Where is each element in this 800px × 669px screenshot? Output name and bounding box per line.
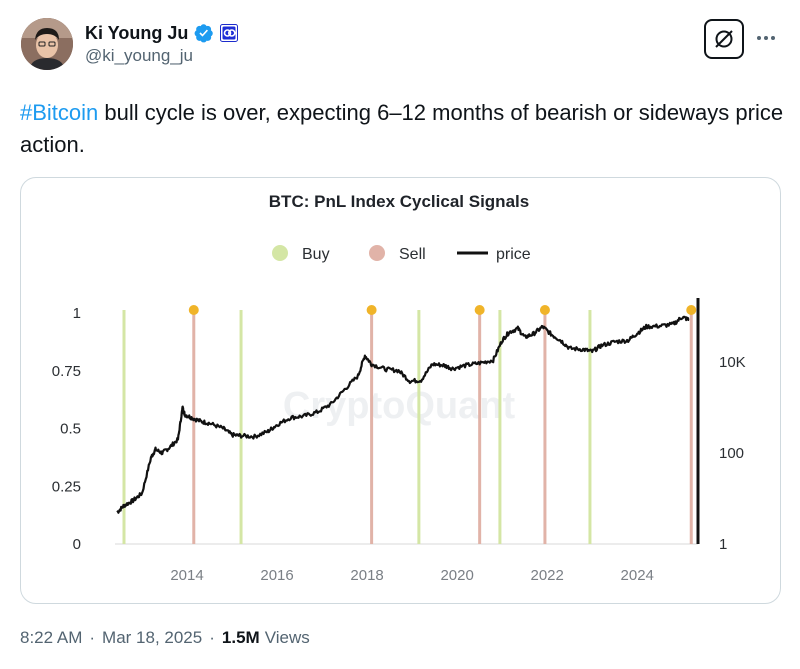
watermark: CryptoQuant [283, 385, 516, 427]
left-tick-label: 0.75 [52, 363, 81, 380]
x-tick-label: 2014 [170, 567, 203, 584]
meta-separator: · [89, 628, 96, 647]
tweet-meta: 8:22 AM · Mar 18, 2025 · 1.5M Views [20, 628, 310, 648]
signal-marker [188, 305, 199, 315]
author-display-name[interactable]: Ki Young Ju [85, 22, 189, 43]
cryptoquant-logo-icon[interactable] [220, 24, 239, 42]
views-count: 1.5M [221, 628, 260, 647]
pnl-chart: BTC: PnL Index Cyclical Signals Buy Sell… [52, 192, 746, 584]
right-tick-label: 10K [719, 354, 746, 371]
signal-marker [686, 305, 697, 315]
chart-card[interactable]: BTC: PnL Index Cyclical Signals Buy Sell… [20, 177, 781, 604]
signal-marker [474, 305, 485, 315]
signal-marker [366, 305, 377, 315]
grok-button[interactable] [704, 19, 744, 59]
legend-sell-label: Sell [399, 246, 426, 263]
left-tick-label: 1 [73, 305, 81, 322]
more-options-button[interactable] [752, 22, 780, 54]
meta-separator: · [209, 628, 215, 647]
tweet-time[interactable]: 8:22 AM [20, 628, 83, 647]
legend-buy-label: Buy [302, 246, 330, 263]
left-tick-label: 0.5 [60, 421, 81, 438]
author-handle[interactable]: @ki_young_ju [85, 46, 193, 65]
x-tick-label: 2016 [260, 567, 293, 584]
right-tick-label: 1 [719, 536, 727, 553]
chart-title: BTC: PnL Index Cyclical Signals [269, 192, 529, 211]
tweet-date[interactable]: Mar 18, 2025 [102, 628, 203, 647]
more-dots-icon [757, 36, 775, 40]
verified-check-icon[interactable] [194, 23, 214, 43]
hashtag-link[interactable]: #Bitcoin [20, 100, 99, 125]
tweet-body: bull cycle is over, expecting 6–12 month… [20, 100, 784, 157]
grok-icon [715, 30, 733, 48]
right-tick-label: 100 [719, 445, 744, 462]
avatar[interactable] [21, 18, 73, 70]
x-tick-label: 2020 [440, 567, 473, 584]
x-tick-label: 2024 [621, 567, 654, 584]
legend-price-label: price [496, 246, 531, 263]
tweet-text: #Bitcoin bull cycle is over, expecting 6… [20, 97, 785, 161]
author-name-row: Ki Young Ju [85, 21, 239, 45]
price-series-line [116, 315, 690, 514]
views-label: Views [264, 628, 310, 647]
chart-legend: Buy Sell price [272, 245, 531, 263]
avatar-portrait [21, 18, 73, 70]
legend-buy-swatch [272, 245, 288, 261]
signal-marker [539, 305, 550, 315]
x-tick-label: 2022 [530, 567, 563, 584]
legend-sell-swatch [369, 245, 385, 261]
left-tick-label: 0.25 [52, 478, 81, 495]
left-tick-label: 0 [73, 536, 81, 553]
x-tick-label: 2018 [350, 567, 383, 584]
